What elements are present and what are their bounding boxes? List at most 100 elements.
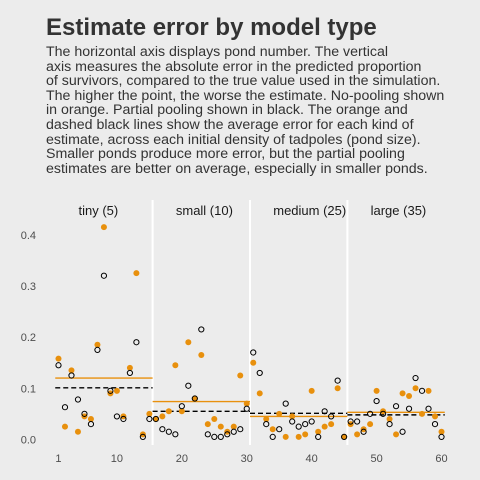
chart-subtitle: The horizontal axis displays pond number… (46, 44, 445, 177)
no-pooling-point-8 (100, 224, 107, 231)
partial-pooling-point-21 (185, 382, 192, 389)
x-tick-label-4: 40 (306, 453, 318, 465)
no-pooling-point-13 (133, 270, 140, 277)
no-pooling-point-28 (230, 423, 237, 430)
partial-pooling-point-26 (217, 433, 224, 440)
no-pooling-point-41 (315, 428, 322, 435)
partial-pooling-point-30 (243, 405, 250, 412)
y-tick-label-0: 0.0 (21, 434, 36, 446)
partial-pooling-point-25 (211, 433, 218, 440)
partial-pooling-point-49 (366, 410, 374, 417)
x-tick-label-3: 30 (241, 453, 253, 465)
no-pooling-point-15 (146, 410, 153, 417)
partial-pooling-point-3 (68, 372, 75, 379)
partial-pooling-point-33 (263, 420, 270, 428)
no-pooling-point-19 (172, 362, 179, 369)
partial-pooling-point-60 (438, 433, 445, 440)
no-pooling-point-35 (276, 410, 283, 417)
partial-pooling-point-28 (230, 428, 237, 435)
partial-pooling-point-38 (295, 423, 302, 430)
panel-labels: tiny (5) small (10) medium (25) large (35) (78, 203, 426, 218)
no-pooling-point-57 (419, 410, 426, 417)
partial-pooling-point-8 (100, 272, 108, 279)
no-pooling-point-37 (289, 413, 296, 420)
partial-pooling-point-48 (360, 428, 367, 435)
partial-pooling-point-39 (302, 420, 309, 428)
partial-pooling-point-44 (334, 377, 341, 384)
partial-pooling-point-9 (107, 387, 114, 394)
partial-pooling-point-42 (321, 408, 328, 415)
no-pooling-point-10 (113, 387, 120, 394)
no-pooling-point-54 (399, 390, 406, 397)
partial-pooling-point-27 (224, 431, 231, 438)
no-pooling-point-55 (406, 392, 413, 399)
chart-title: Estimate error by model type (46, 14, 377, 41)
no-pooling-point-20 (178, 408, 185, 415)
x-tick-label-1: 10 (111, 453, 123, 465)
x-tick-label-5: 50 (370, 453, 382, 465)
x-tick-label-2: 20 (176, 453, 188, 465)
no-pooling-point-4 (74, 428, 81, 435)
partial-pooling-point-55 (405, 405, 413, 412)
partial-pooling-point-59 (431, 420, 439, 428)
no-pooling-point-39 (302, 431, 309, 438)
partial-pooling-point-24 (204, 431, 211, 438)
no-pooling-point-30 (243, 400, 250, 407)
partial-pooling-point-11 (120, 415, 127, 423)
no-pooling-point-43 (328, 421, 335, 428)
no-pooling-point-53 (393, 431, 400, 438)
no-pooling-point-18 (165, 408, 172, 415)
partial-pooling-point-32 (256, 369, 263, 377)
partial-pooling-point-16 (152, 415, 159, 423)
partial-pooling-point-5 (81, 410, 88, 417)
no-pooling-point-50 (373, 387, 380, 394)
partial-pooling-point-4 (74, 396, 82, 403)
partial-pooling-point-57 (418, 387, 426, 394)
partial-pooling-point-36 (282, 400, 289, 407)
partial-pooling-point-52 (386, 420, 393, 428)
partial-pooling-point-51 (379, 410, 387, 417)
no-pooling-point-1 (55, 355, 62, 362)
partial-pooling-point-37 (289, 418, 296, 425)
partial-pooling-point-14 (139, 433, 146, 440)
no-pooling-point-45 (341, 433, 348, 440)
partial-pooling-point-56 (412, 374, 419, 382)
y-tick-label-1: 0.1 (21, 383, 36, 395)
partial-pooling-point-34 (269, 433, 276, 440)
panel-dividers (151, 200, 349, 445)
no-pooling-point-7 (94, 341, 101, 348)
partial-pooling-point-18 (165, 428, 172, 435)
no-pooling-point-42 (321, 423, 328, 430)
panel-label-3: large (35) (371, 203, 427, 218)
partial-pooling-point-58 (425, 405, 432, 412)
partial-pooling-point-43 (328, 413, 335, 420)
partial-pooling-point-22 (191, 395, 198, 402)
partial-pooling-point-19 (172, 431, 179, 438)
no-pooling-point-25 (211, 415, 218, 422)
no-pooling-point-52 (386, 415, 393, 422)
no-pooling-point-60 (438, 428, 445, 435)
panel-label-1: small (10) (176, 203, 233, 218)
no-pooling-point-38 (295, 433, 302, 440)
y-axis-ticks: 0.0 0.1 0.2 0.3 0.4 (21, 230, 36, 447)
partial-pooling-point-35 (276, 426, 283, 433)
data-points (55, 224, 445, 440)
x-axis-ticks: 1 10 20 30 40 50 60 (55, 453, 447, 465)
no-pooling-point-36 (282, 433, 289, 440)
panel-label-0: tiny (5) (78, 203, 118, 218)
partial-pooling-point-54 (399, 428, 406, 435)
partial-pooling-point-6 (87, 420, 95, 428)
no-pooling-point-12 (126, 364, 133, 371)
partial-pooling-point-1 (55, 362, 62, 369)
no-pooling-point-21 (185, 339, 192, 346)
partial-pooling-point-15 (146, 415, 153, 423)
no-pooling-point-58 (425, 387, 432, 394)
no-pooling-point-24 (204, 421, 211, 428)
partial-pooling-point-50 (373, 397, 380, 405)
partial-pooling-point-53 (392, 403, 400, 410)
no-pooling-point-33 (263, 415, 270, 422)
no-pooling-point-22 (191, 395, 198, 402)
no-pooling-point-47 (354, 431, 361, 438)
no-pooling-point-49 (367, 421, 374, 428)
